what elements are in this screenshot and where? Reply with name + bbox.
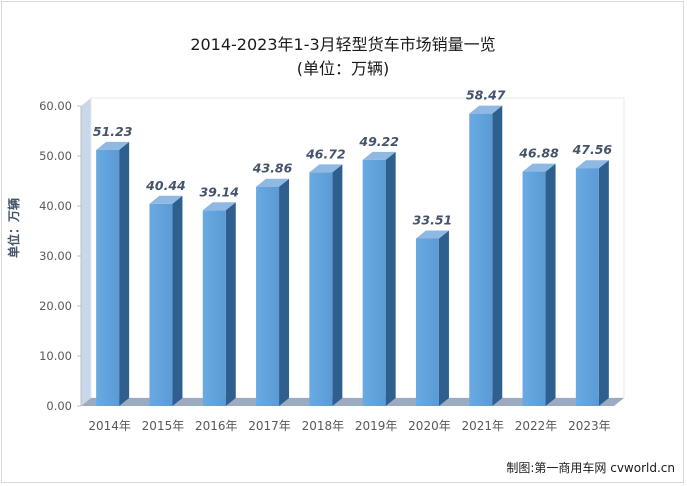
data-label: 43.86 [252,161,293,176]
data-label: 40.44 [145,178,186,193]
data-label: 39.14 [199,184,239,199]
bar [202,210,226,406]
y-tick-label: 60.00 [39,99,72,113]
data-label: 46.72 [305,146,346,161]
y-axis-label: 单位：万辆 [6,198,21,258]
y-tick-label: 40.00 [39,199,72,213]
bar [256,186,280,406]
bar-side [279,178,290,406]
bar-side [172,195,183,406]
x-tick-label: 2017年 [248,419,291,433]
y-tick-label: 50.00 [39,149,72,163]
bar-side [545,163,556,406]
y-tick-label: 10.00 [39,349,72,363]
x-tick-label: 2015年 [142,419,185,433]
bar-top [415,230,449,239]
side-wall [81,98,91,406]
data-label: 51.23 [93,124,133,139]
bar-top [362,151,396,160]
bar [469,113,493,407]
bar-top [96,141,130,150]
bar-side [385,151,396,406]
bar-side [119,141,130,406]
bar-side [598,160,609,406]
chart-credit: 制图:第一商用车网 cvworld.cn [506,460,675,475]
x-tick-label: 2021年 [461,419,504,433]
bar [575,168,599,406]
x-tick-label: 2022年 [515,419,558,433]
bar-side [332,164,343,406]
chart-title: 2014-2023年1-3月轻型货车市场销量一览 [190,35,495,54]
bar [522,171,546,406]
bar-top [575,160,609,169]
x-tick-label: 2020年 [408,419,451,433]
data-label: 49.22 [358,134,399,149]
bar [309,172,333,406]
x-tick-label: 2019年 [355,419,398,433]
bar-side [492,105,503,407]
bar-side [225,202,236,406]
bar-top [469,105,503,114]
data-label: 46.88 [518,146,559,161]
chart-subtitle: (单位：万辆) [297,59,390,78]
y-tick-label: 20.00 [39,299,72,313]
bar [149,203,173,406]
bar-side [438,230,449,406]
bar-top [149,195,183,204]
data-label: 47.56 [572,142,613,157]
bar-top [256,178,290,187]
y-tick-label: 0.00 [46,399,72,413]
bar-top [309,164,343,173]
plot-area: 0.00 10.00 20.00 30.00 40.00 50.00 60.00 51.23 2… [39,88,625,433]
x-tick-label: 2018年 [302,419,345,433]
bar [415,238,439,406]
bar-top [202,202,236,211]
data-label: 58.47 [466,88,506,103]
x-tick-label: 2014年 [88,419,131,433]
bar [362,159,386,406]
y-tick-label: 30.00 [39,249,72,263]
x-tick-label: 2023年 [568,419,611,433]
bar-top [522,163,556,172]
bar [96,149,120,406]
x-tick-label: 2016年 [195,419,238,433]
data-label: 33.51 [413,212,453,227]
